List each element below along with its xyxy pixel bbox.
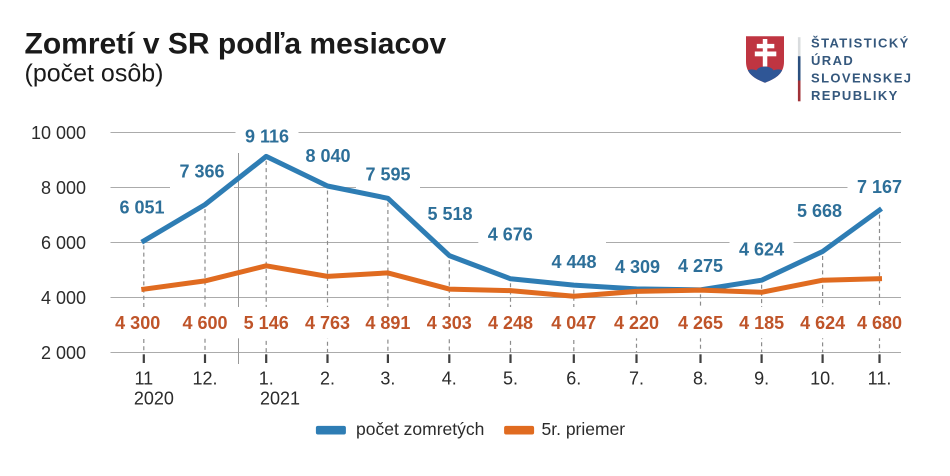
svg-text:6 000: 6 000 (41, 233, 86, 253)
svg-text:4 680: 4 680 (857, 313, 902, 333)
svg-text:4 624: 4 624 (739, 240, 784, 260)
svg-text:4 185: 4 185 (739, 313, 784, 333)
svg-text:2020: 2020 (134, 388, 174, 408)
svg-text:12.: 12. (192, 369, 217, 389)
svg-text:9 116: 9 116 (245, 127, 289, 147)
svg-text:8 040: 8 040 (305, 146, 350, 166)
svg-text:10.: 10. (810, 369, 835, 389)
svg-text:8.: 8. (693, 369, 708, 389)
svg-text:5r. priemer: 5r. priemer (542, 419, 626, 439)
svg-text:4 300: 4 300 (115, 313, 160, 333)
svg-text:REPUBLIKY: REPUBLIKY (811, 88, 899, 103)
svg-text:7 167: 7 167 (857, 177, 902, 197)
svg-text:4 891: 4 891 (365, 313, 410, 333)
svg-text:5 146: 5 146 (244, 313, 289, 333)
svg-text:4 248: 4 248 (488, 313, 533, 333)
svg-text:4 600: 4 600 (182, 313, 227, 333)
svg-text:4 220: 4 220 (614, 313, 659, 333)
svg-text:ŠTATISTICKÝ: ŠTATISTICKÝ (811, 35, 910, 50)
svg-text:2.: 2. (320, 369, 335, 389)
svg-text:2 000: 2 000 (41, 343, 86, 363)
svg-text:4 448: 4 448 (551, 252, 596, 272)
svg-text:SLOVENSKEJ: SLOVENSKEJ (811, 70, 912, 85)
svg-text:10 000: 10 000 (31, 123, 86, 143)
svg-text:4 624: 4 624 (800, 313, 845, 333)
svg-text:4.: 4. (442, 369, 457, 389)
svg-text:5 668: 5 668 (797, 201, 842, 221)
svg-text:5 518: 5 518 (427, 204, 472, 224)
svg-text:6 051: 6 051 (119, 198, 164, 218)
svg-text:4 676: 4 676 (488, 225, 533, 245)
svg-text:9.: 9. (754, 369, 769, 389)
svg-text:4 763: 4 763 (305, 313, 350, 333)
svg-text:6.: 6. (566, 369, 581, 389)
svg-text:7 366: 7 366 (179, 162, 224, 182)
svg-text:4 303: 4 303 (427, 313, 472, 333)
svg-text:11.: 11. (868, 369, 892, 389)
svg-text:(počet osôb): (počet osôb) (25, 60, 164, 88)
svg-text:7 595: 7 595 (365, 164, 410, 184)
svg-text:3.: 3. (380, 369, 395, 389)
svg-text:8 000: 8 000 (41, 178, 86, 198)
svg-text:11: 11 (134, 369, 153, 389)
svg-text:1.: 1. (259, 369, 274, 389)
svg-text:4 275: 4 275 (678, 256, 723, 276)
svg-text:2021: 2021 (260, 388, 300, 408)
svg-text:počet zomretých: počet zomretých (356, 419, 484, 439)
svg-text:7.: 7. (629, 369, 644, 389)
svg-text:5.: 5. (503, 369, 518, 389)
svg-text:4 265: 4 265 (678, 313, 723, 333)
svg-text:Zomretí v SR podľa mesiacov: Zomretí v SR podľa mesiacov (25, 28, 447, 61)
svg-text:4 000: 4 000 (41, 288, 86, 308)
svg-text:4 047: 4 047 (551, 313, 596, 333)
svg-text:4 309: 4 309 (615, 257, 660, 277)
svg-text:ÚRAD: ÚRAD (811, 53, 854, 68)
